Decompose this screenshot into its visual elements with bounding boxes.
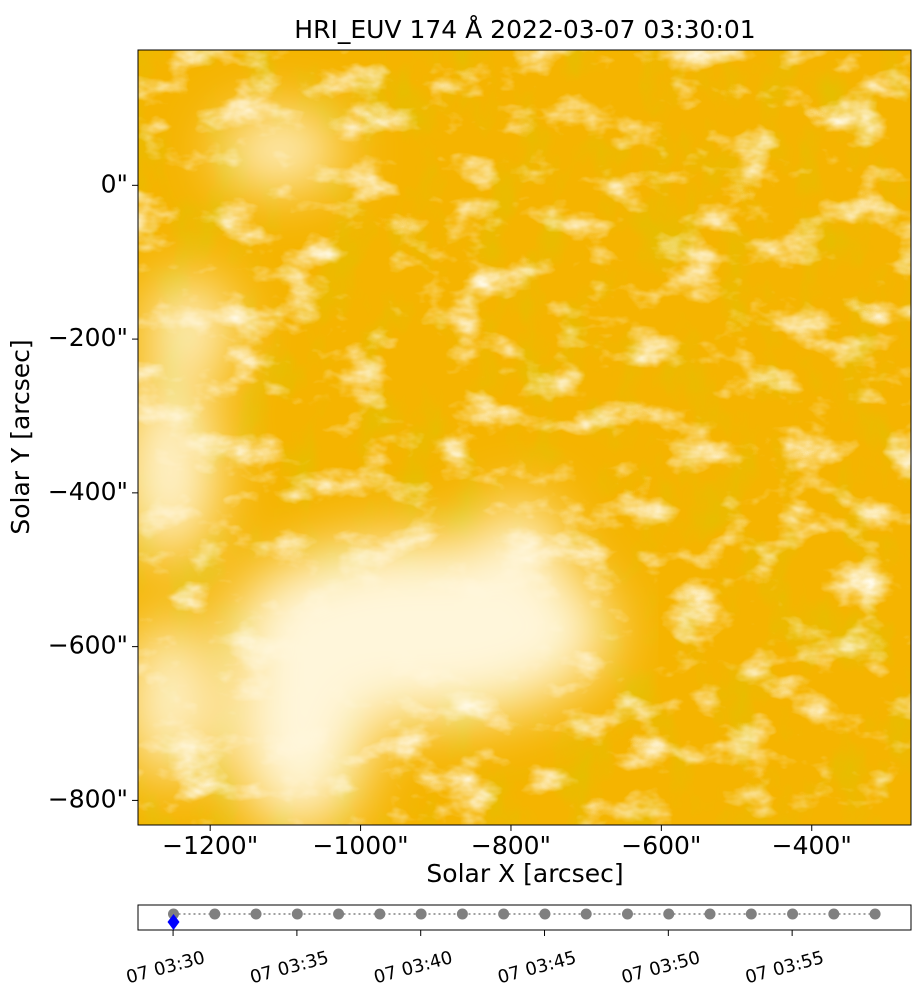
chart-title: HRI_EUV 174 Å 2022-03-07 03:30:01 <box>294 15 755 44</box>
plot-frame <box>137 49 912 826</box>
y-tick-label: −200" <box>48 323 128 352</box>
y-tick-label: −400" <box>48 477 128 506</box>
timeline-point <box>539 908 551 920</box>
x-tick-label: 07 03:50 <box>619 947 702 988</box>
y-tick-label: 0" <box>101 169 128 198</box>
x-tick-label: 07 03:30 <box>124 947 207 988</box>
timeline-point <box>828 908 840 920</box>
bright-regions <box>138 115 610 825</box>
x-axis-label: Solar X [arcsec] <box>426 859 623 888</box>
solar-image <box>138 50 911 825</box>
timeline-point <box>663 908 675 920</box>
x-tick-label: −1200" <box>162 831 258 860</box>
timeline-point <box>374 908 386 920</box>
timeline-point <box>415 908 427 920</box>
x-tick-label: 07 03:40 <box>372 947 455 988</box>
y-tick-label: −600" <box>48 631 128 660</box>
y-axis-label: Solar Y [arcsec] <box>6 339 35 534</box>
timeline-frame <box>137 904 912 931</box>
timeline-point <box>498 908 510 920</box>
x-tick-label: −800" <box>471 831 551 860</box>
x-tick-label: 07 03:45 <box>495 947 578 988</box>
timeline-point <box>250 908 262 920</box>
timeline-point <box>333 908 345 920</box>
x-tick-label: −400" <box>772 831 852 860</box>
timeline-point <box>291 908 303 920</box>
timeline-point <box>209 908 221 920</box>
timeline-point <box>456 908 468 920</box>
x-tick-label: 07 03:35 <box>248 947 331 988</box>
current-frame-marker <box>167 914 180 930</box>
x-tick-label: −1000" <box>313 831 409 860</box>
timeline-point <box>621 908 633 920</box>
x-tick-label: 07 03:55 <box>743 947 826 988</box>
y-tick-label: −800" <box>48 784 128 813</box>
timeline-point <box>787 908 799 920</box>
x-tick-label: −600" <box>621 831 701 860</box>
timeline-point <box>580 908 592 920</box>
timeline-point <box>745 908 757 920</box>
timeline-point <box>869 908 881 920</box>
timeline-point <box>704 908 716 920</box>
